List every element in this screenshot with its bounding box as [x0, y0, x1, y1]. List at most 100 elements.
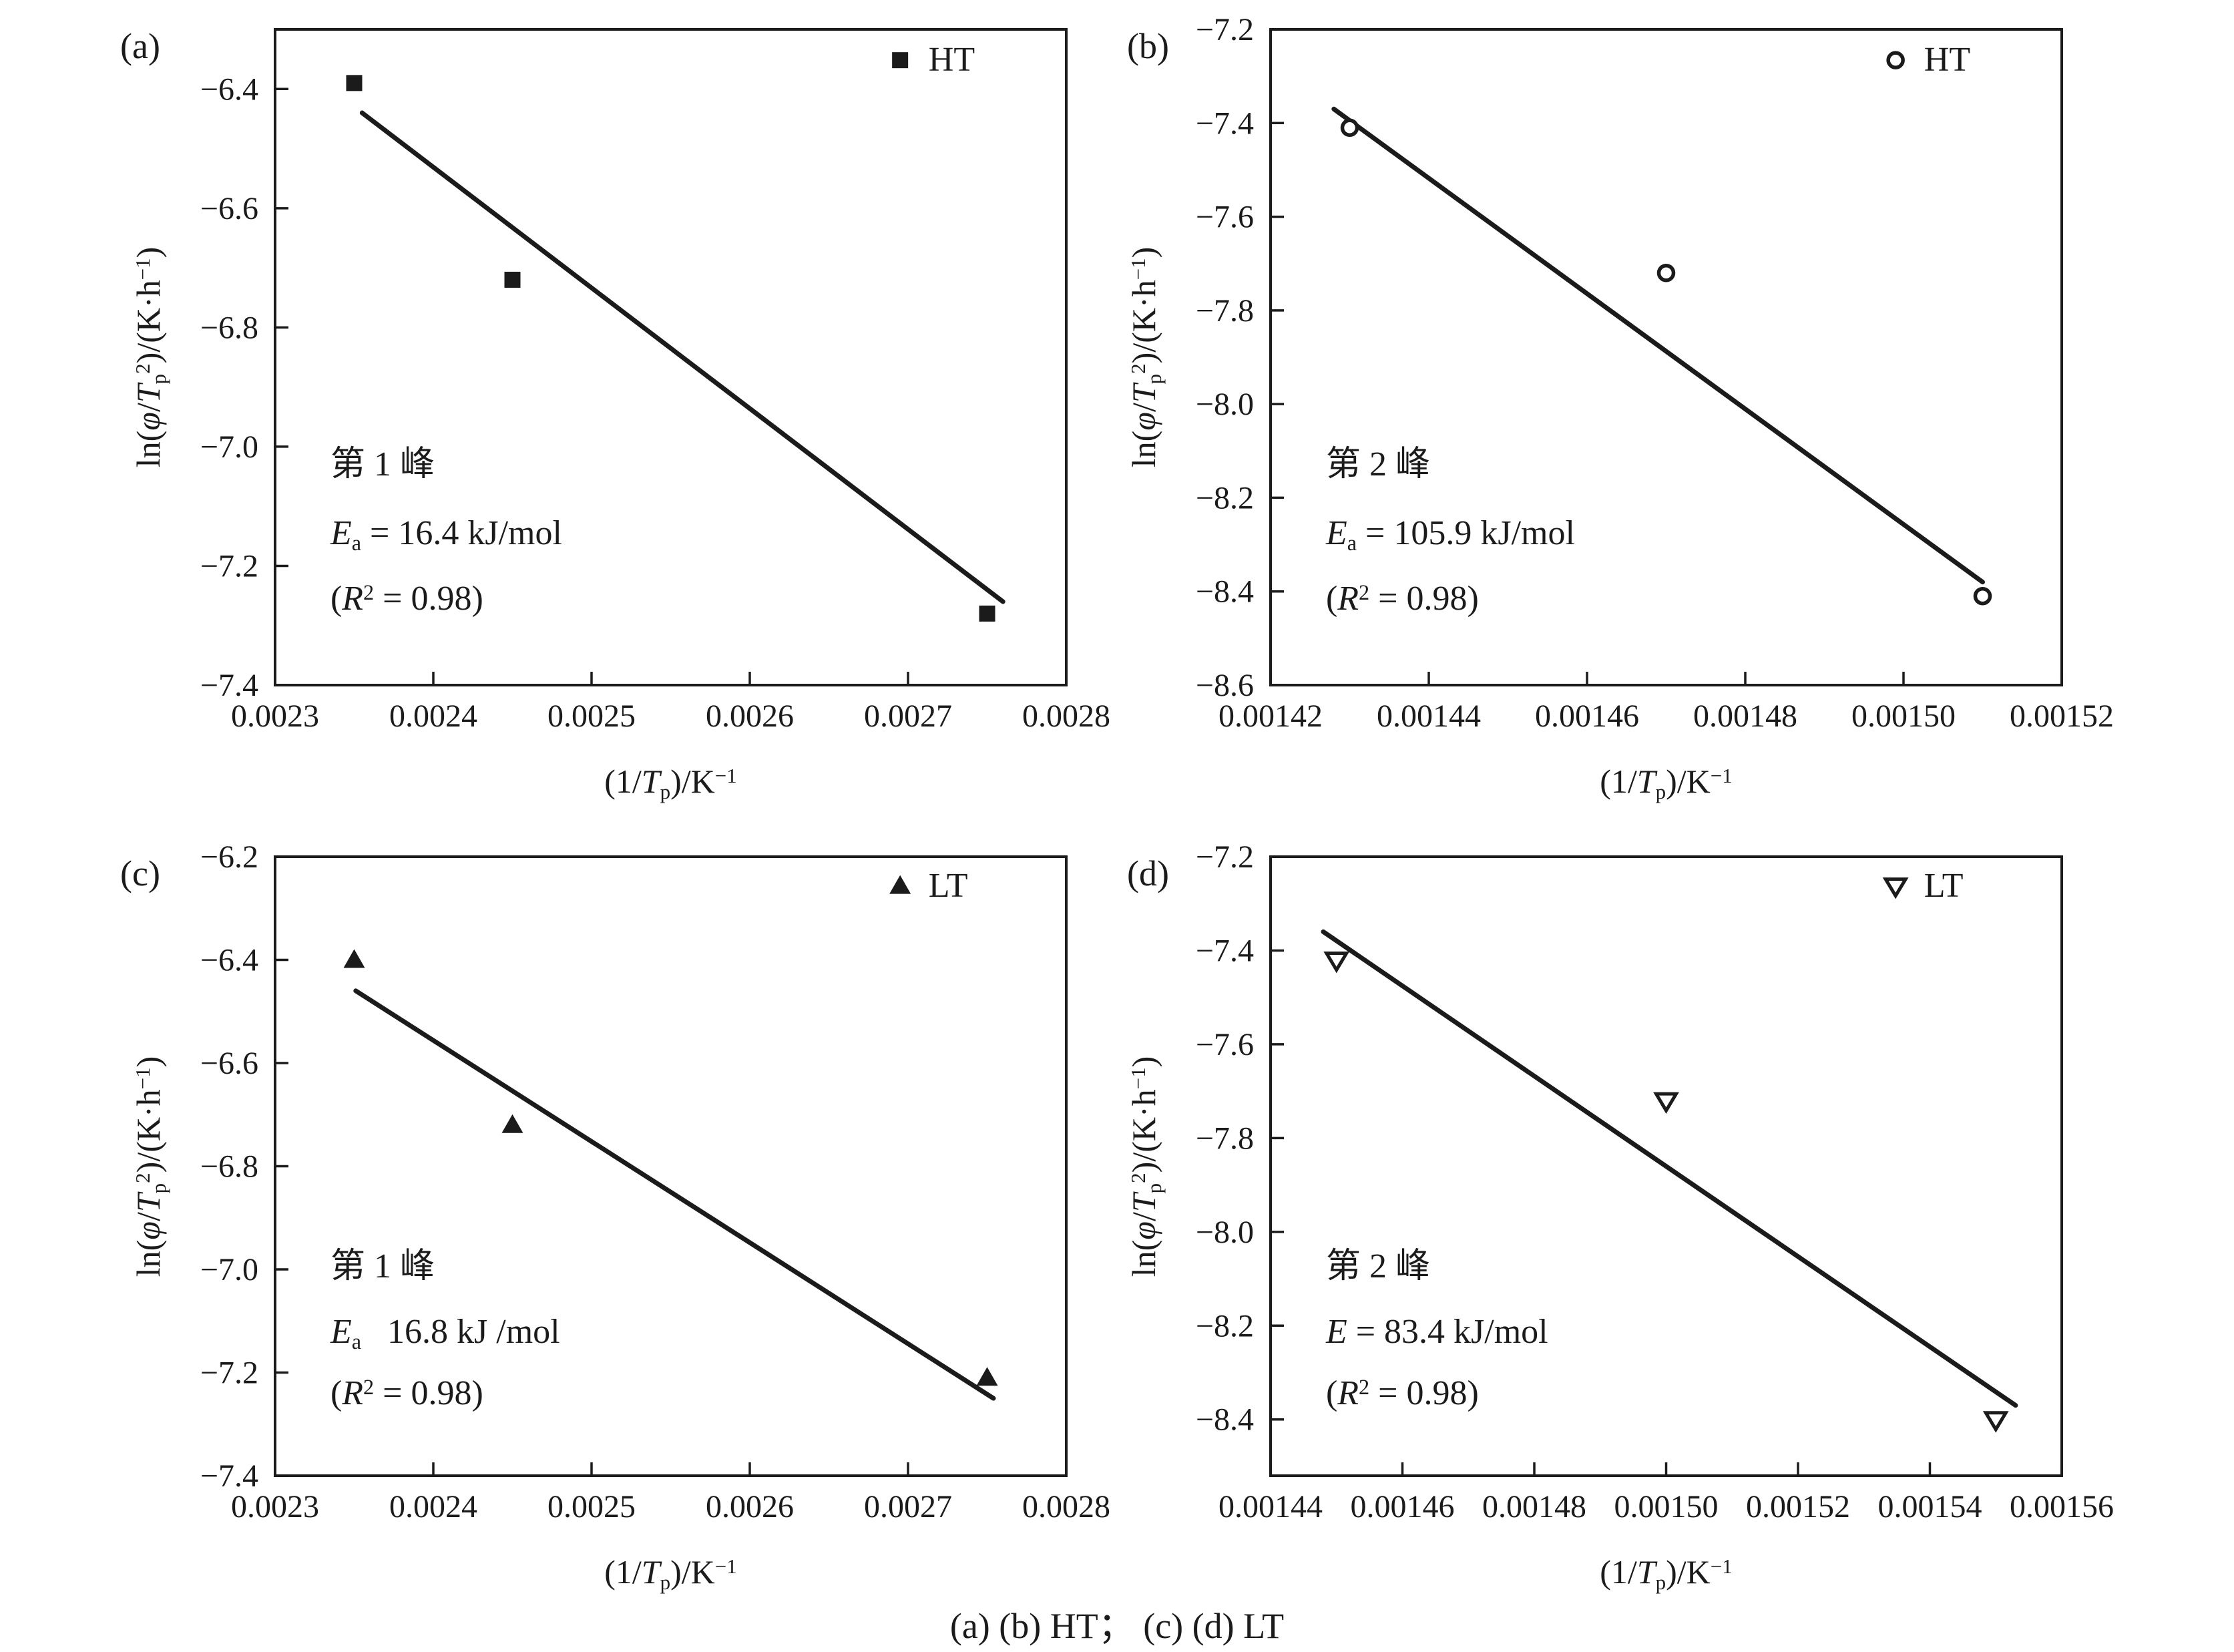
- text-segment: (: [1325, 580, 1338, 618]
- y-axis-title: ln(φ/Tp2)/(K·h−1): [129, 1056, 170, 1277]
- square-marker: [979, 605, 995, 622]
- x-tick-label: 0.0024: [389, 1489, 477, 1524]
- y-tick-label: −7.2: [200, 1356, 258, 1391]
- x-tick-label: 0.0025: [547, 698, 636, 734]
- triangle-down-marker: [1653, 1092, 1679, 1114]
- y-tick-label: −7.2: [1196, 12, 1254, 47]
- text-segment: (: [330, 1374, 343, 1413]
- text-segment: T: [641, 1553, 660, 1591]
- plot-canvas: 0.0023 0.0024 0.0025 0.0026 0.0027 0.0028 −6.4…: [200, 28, 1110, 734]
- text-segment: )/K: [1666, 763, 1711, 800]
- figure-caption: (a) (b) HT； (c) (d) LT: [949, 1606, 1285, 1646]
- triangle-down-marker: [1982, 1411, 2009, 1433]
- x-axis-title: (1/Tp)/K−1: [1600, 762, 1733, 803]
- data-points: [346, 75, 995, 622]
- x-tick-label: 0.00150: [1851, 698, 1956, 734]
- x-tick-label: 0.00152: [1746, 1489, 1850, 1524]
- text-segment: p: [1655, 1570, 1666, 1594]
- text-segment: a: [1347, 530, 1357, 555]
- text-segment: p: [660, 1570, 671, 1594]
- y-tick-label: −8.6: [1196, 668, 1254, 703]
- text-segment: ): [1125, 246, 1162, 258]
- x-tick-label: 0.0026: [706, 698, 794, 734]
- text-segment: T: [130, 1193, 167, 1212]
- text-segment: /: [1125, 1211, 1162, 1221]
- text-segment: R: [1337, 1374, 1359, 1413]
- x-tick-label: 0.00144: [1377, 698, 1481, 734]
- text-segment: = 0.98): [1369, 580, 1479, 618]
- panel-label-d: (d): [1127, 853, 1169, 893]
- circle-marker: [1886, 51, 1905, 69]
- text-segment: )/(K·h: [130, 1088, 167, 1173]
- text-segment: ): [130, 246, 167, 258]
- annotation-r-squared: (R2 = 0.98): [1326, 1376, 1479, 1411]
- text-segment: E: [1325, 513, 1347, 552]
- fit-line: [1321, 929, 2018, 1408]
- annotation-activation-energy: Ea = 16.4 kJ/mol: [330, 513, 562, 554]
- fit-line: [359, 110, 1006, 604]
- text-segment: (1/: [604, 1553, 642, 1591]
- y-tick-label: −8.2: [1196, 1308, 1254, 1344]
- text-segment: −1: [1126, 1066, 1150, 1089]
- annotation-r-squared: (R2 = 0.98): [1325, 580, 1479, 618]
- text-segment: R: [342, 580, 364, 618]
- x-tick-label: 0.00146: [1535, 698, 1639, 734]
- x-axis-title: (1/Tp)/K−1: [604, 762, 737, 803]
- text-segment: −1: [131, 258, 155, 280]
- text-segment: T: [1636, 763, 1656, 800]
- x-tick-label: 0.00152: [2010, 698, 2114, 734]
- fit-line: [353, 988, 996, 1401]
- y-tick-label: −8.4: [1196, 1402, 1254, 1438]
- x-tick-label: 0.00148: [1693, 698, 1797, 734]
- y-tick-label: −6.8: [200, 1149, 258, 1185]
- y-axis-title: ln(φ/Tp2)/(K·h−1): [1124, 1056, 1166, 1277]
- x-tick-label: 0.00142: [1218, 698, 1323, 734]
- text-segment: E: [330, 513, 352, 552]
- x-tick-label: 0.00156: [2010, 1489, 2114, 1524]
- x-tick-label: 0.0023: [231, 1489, 319, 1524]
- text-segment: 2: [1126, 1172, 1150, 1183]
- x-axis-ticks: [1269, 672, 2063, 685]
- annotation-peak-label: 第 2 峰: [1326, 1249, 1430, 1284]
- text-segment: p: [1142, 1183, 1166, 1193]
- y-tick-label: −6.2: [200, 839, 258, 875]
- text-segment: 2: [363, 1374, 375, 1399]
- y-tick-label: −8.2: [1196, 480, 1254, 515]
- text-segment: −1: [1126, 258, 1150, 280]
- triangle-up-marker: [889, 875, 911, 894]
- text-segment: (1/: [604, 763, 642, 800]
- text-segment: )/K: [670, 763, 715, 800]
- text-segment: E: [1325, 1312, 1347, 1351]
- text-segment: (: [1325, 1374, 1338, 1413]
- y-tick-label: −7.2: [1196, 839, 1254, 875]
- circle-marker: [1656, 263, 1676, 282]
- y-axis-title: ln(φ/Tp2)/(K·h−1): [1124, 246, 1166, 468]
- annotation-r-squared: (R2 = 0.98): [330, 580, 483, 618]
- text-segment: 第 2 峰: [1325, 1247, 1430, 1286]
- text-segment: T: [1636, 1553, 1656, 1591]
- y-tick-label: −7.8: [1196, 293, 1254, 329]
- y-axis-ticks: [1271, 28, 1284, 686]
- x-axis-ticks: [1269, 1462, 2063, 1476]
- data-points: [1340, 118, 1992, 606]
- y-tick-label: −6.8: [200, 310, 258, 345]
- text-segment: 2: [131, 1172, 155, 1183]
- y-tick-label: −6.6: [200, 1046, 258, 1081]
- text-segment: 2: [1126, 363, 1150, 374]
- x-tick-label: 0.0023: [231, 698, 319, 734]
- data-points: [1323, 952, 2009, 1433]
- y-tick-label: −8.4: [1196, 574, 1254, 610]
- x-tick-label: 0.00144: [1218, 1489, 1323, 1524]
- text-segment: 2: [1359, 1374, 1370, 1399]
- y-tick-label: −7.4: [1196, 106, 1254, 141]
- triangle-up-marker: [501, 1114, 523, 1133]
- text-segment: φ: [130, 412, 167, 431]
- text-segment: 2: [1359, 580, 1370, 604]
- panel-label-b: (b): [1127, 26, 1169, 66]
- text-segment: /: [1125, 403, 1162, 413]
- annotation-peak-label: 第 1 峰: [330, 447, 435, 482]
- text-segment: 第 2 峰: [1325, 445, 1430, 483]
- square-marker: [892, 52, 909, 69]
- x-tick-label: 0.00146: [1351, 1489, 1455, 1524]
